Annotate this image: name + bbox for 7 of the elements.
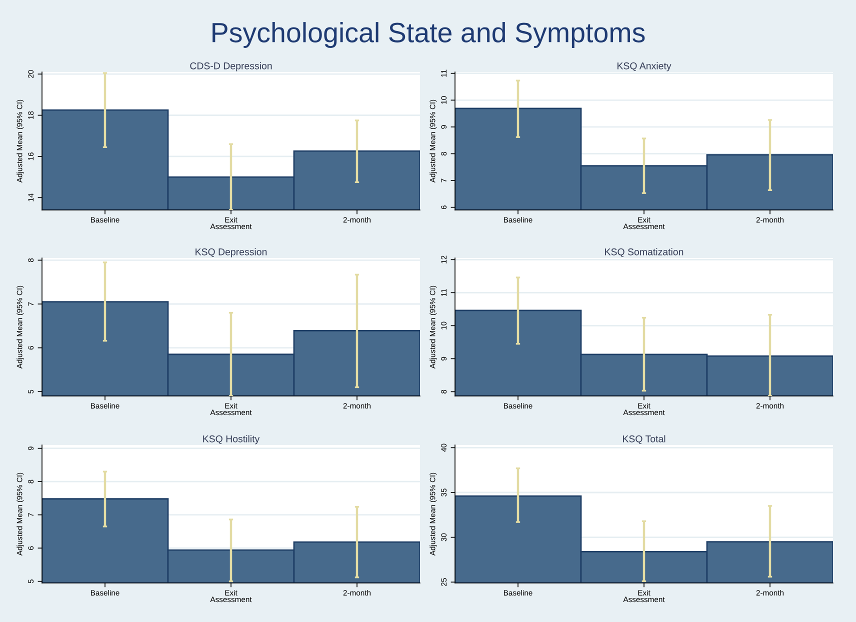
chart-title: KSQ Total xyxy=(623,435,666,444)
chart-title: KSQ Somatization xyxy=(605,248,684,258)
chart-title: KSQ Hostility xyxy=(203,435,260,444)
chart-title: CDS-D Depression xyxy=(190,62,272,72)
chart-title: KSQ Anxiety xyxy=(618,62,672,72)
text: Psychological State and Symptoms xyxy=(212,22,645,48)
chart-title: KSQ Depression xyxy=(196,248,267,258)
